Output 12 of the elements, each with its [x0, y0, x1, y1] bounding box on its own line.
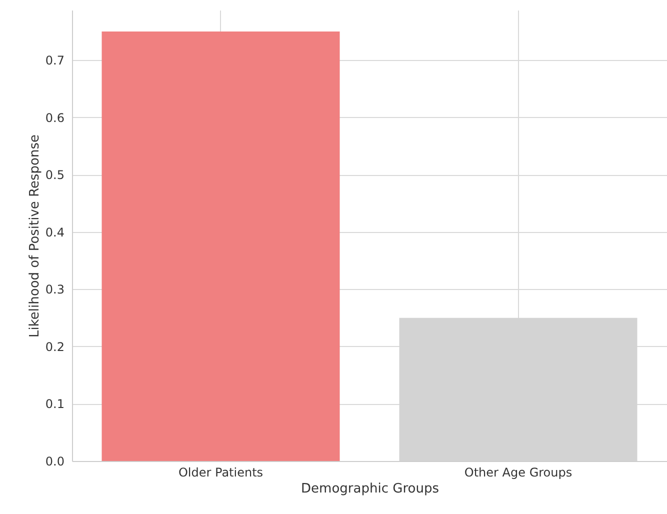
x-axis-title: Demographic Groups [301, 482, 440, 496]
y-tick-label: 0.4 [45, 225, 64, 240]
x-tick-label: Older Patients [178, 466, 264, 480]
y-tick-label: 0.0 [45, 454, 64, 468]
y-tick-label: 0.6 [45, 110, 64, 125]
y-axis-title: Likelihood of Positive Response [27, 134, 42, 338]
y-tick-label: 0.3 [45, 282, 64, 297]
y-tick-label: 0.2 [45, 340, 64, 354]
y-tick-label: 0.1 [45, 397, 64, 412]
x-tick-label: Other Age Groups [464, 466, 572, 480]
y-tick-label: 0.5 [45, 168, 64, 182]
y-tick-label: 0.7 [45, 54, 64, 68]
